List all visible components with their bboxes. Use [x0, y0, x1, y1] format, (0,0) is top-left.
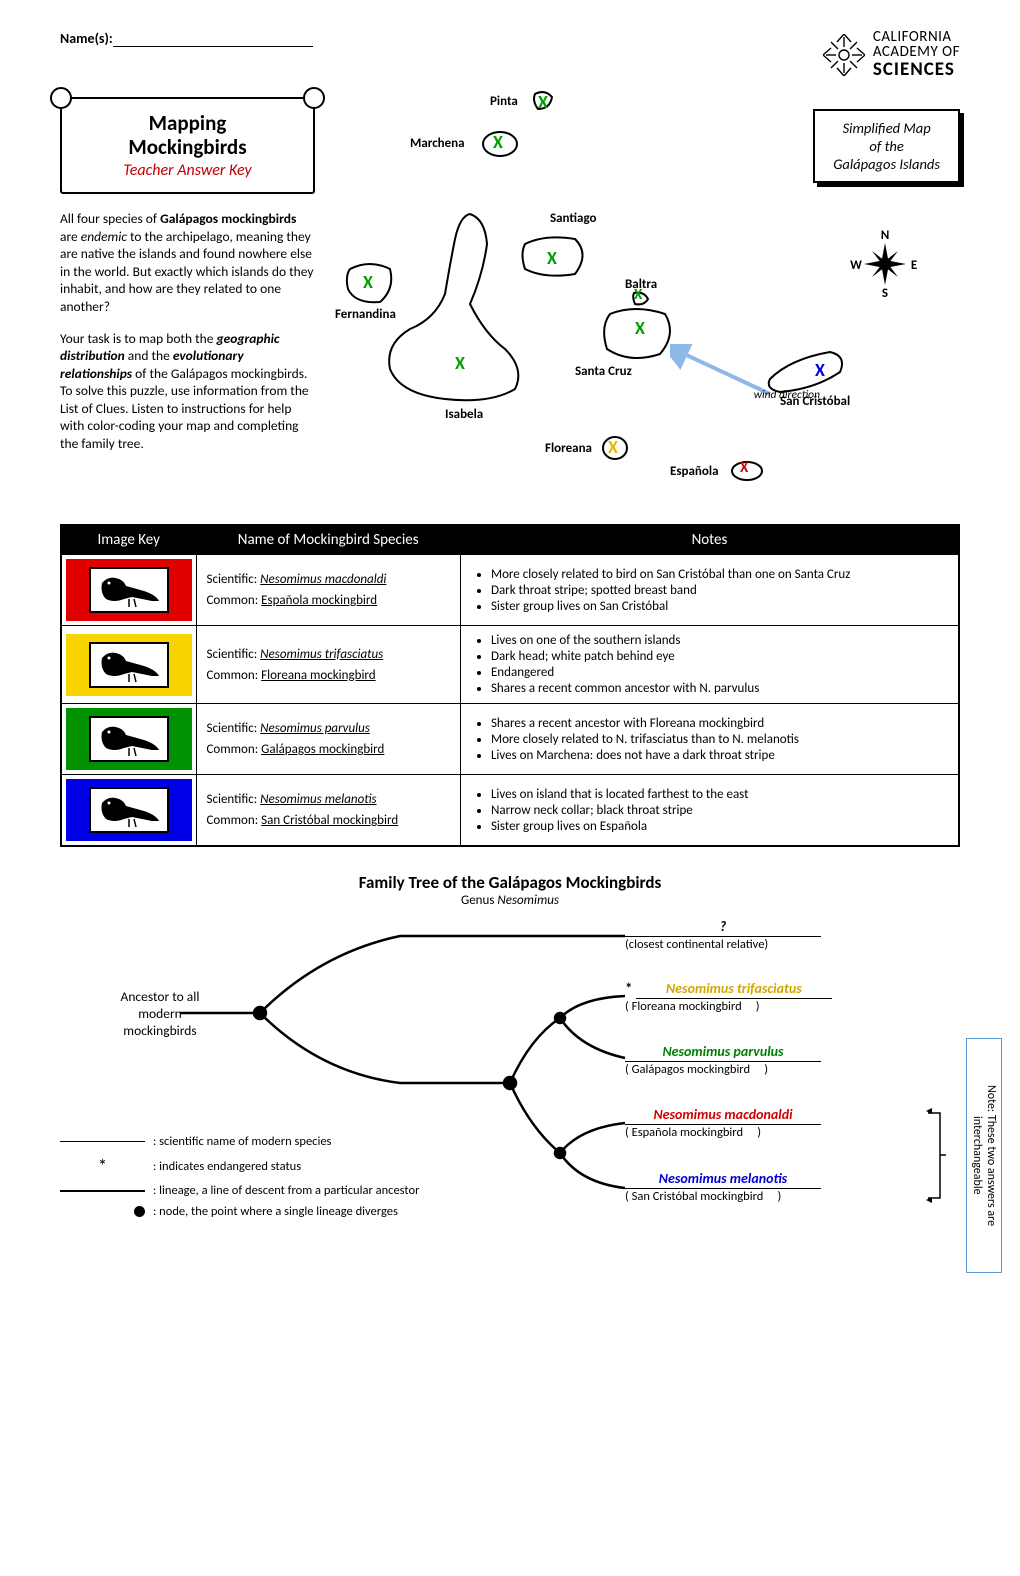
x-espanola: X [740, 459, 748, 477]
tree-subtitle: Genus Nesomimus [60, 893, 960, 908]
map: Pinta X Marchena X Santiago X X Fernandi… [335, 89, 960, 509]
title-scroll: Mapping Mockingbirds Teacher Answer Key [60, 97, 315, 194]
species-table: Image Key Name of Mockingbird Species No… [60, 524, 960, 847]
tree-title: Family Tree of the Galápagos Mockingbird… [60, 872, 960, 893]
label-espanola: Española [670, 464, 719, 479]
title-1: Mapping [149, 110, 227, 136]
sunburst-icon [823, 34, 865, 76]
svg-text:S: S [882, 286, 888, 299]
subtitle: Teacher Answer Key [70, 161, 305, 180]
table-row: Scientific: Nesomimus trifasciatusCommon… [61, 626, 959, 704]
tree-tip: Nesomimus macdonaldi( Española mockingbi… [625, 1106, 821, 1140]
svg-text:E: E [911, 258, 917, 273]
label-santiago: Santiago [550, 211, 596, 226]
th-name: Name of Mockingbird Species [196, 525, 460, 555]
table-row: Scientific: Nesomimus macdonaldiCommon: … [61, 555, 959, 626]
ancestor-label: Ancestor to allmodernmockingbirds [100, 988, 220, 1039]
color-swatch [66, 559, 192, 621]
species-cell: Scientific: Nesomimus trifasciatusCommon… [196, 626, 460, 704]
wind-label: wind direction [754, 389, 820, 402]
tree-tip: Nesomimus melanotis( San Cristóbal mocki… [625, 1170, 821, 1204]
label-marchena: Marchena [410, 136, 465, 151]
x-sancristobal: X [815, 359, 825, 381]
th-image: Image Key [61, 525, 196, 555]
species-cell: Scientific: Nesomimus melanotisCommon: S… [196, 775, 460, 847]
name-label: Name(s): [60, 30, 113, 47]
bird-icon [89, 642, 169, 688]
x-fernandina: X [363, 271, 373, 293]
x-santacruz: X [635, 317, 645, 339]
tree-tip: * Nesomimus trifasciatus( Floreana mocki… [625, 980, 832, 1014]
family-tree: Family Tree of the Galápagos Mockingbird… [60, 872, 960, 1298]
x-floreana: X [608, 436, 618, 458]
notes-cell: Lives on island that is located farthest… [460, 775, 959, 847]
title-2: Mockingbirds [128, 134, 246, 160]
table-row: Scientific: Nesomimus parvulusCommon: Ga… [61, 704, 959, 775]
species-cell: Scientific: Nesomimus macdonaldiCommon: … [196, 555, 460, 626]
th-notes: Notes [460, 525, 959, 555]
notes-cell: Shares a recent ancestor with Floreana m… [460, 704, 959, 775]
name-field: Name(s): [60, 30, 313, 47]
cas-logo: CALIFORNIA ACADEMY OF SCIENCES [823, 30, 960, 79]
bird-icon [89, 787, 169, 833]
label-floreana: Floreana [545, 441, 592, 456]
compass-icon: N S W E [850, 229, 920, 299]
color-swatch [66, 779, 192, 841]
notes-cell: More closely related to bird on San Cris… [460, 555, 959, 626]
x-santiago: X [547, 247, 557, 269]
color-swatch [66, 634, 192, 696]
side-note: Note: These two answers are interchangea… [966, 1038, 1002, 1273]
label-santacruz: Santa Cruz [575, 364, 632, 379]
logo-text-3: SCIENCES [873, 60, 960, 79]
svg-text:N: N [881, 229, 890, 243]
notes-cell: Lives on one of the southern islandsDark… [460, 626, 959, 704]
x-isabela: X [455, 352, 465, 374]
tree-diagram [60, 918, 960, 1298]
bracket-icon [926, 1108, 948, 1203]
species-cell: Scientific: Nesomimus parvulusCommon: Ga… [196, 704, 460, 775]
label-isabela: Isabela [445, 407, 483, 422]
x-marchena: X [493, 131, 503, 153]
bird-icon [89, 716, 169, 762]
color-swatch [66, 708, 192, 770]
svg-text:W: W [850, 258, 862, 273]
x-pinta: X [538, 91, 548, 113]
label-pinta: Pinta [490, 94, 518, 109]
intro-text: All four species of Galápagos mockingbir… [60, 210, 315, 452]
tree-tip: ?(closest continental relative) [625, 918, 821, 952]
bird-icon [89, 567, 169, 613]
tree-legend: : scientific name of modern species *: i… [60, 1128, 419, 1225]
table-row: Scientific: Nesomimus melanotisCommon: S… [61, 775, 959, 847]
tree-tip: Nesomimus parvulus( Galápagos mockingbir… [625, 1043, 821, 1077]
